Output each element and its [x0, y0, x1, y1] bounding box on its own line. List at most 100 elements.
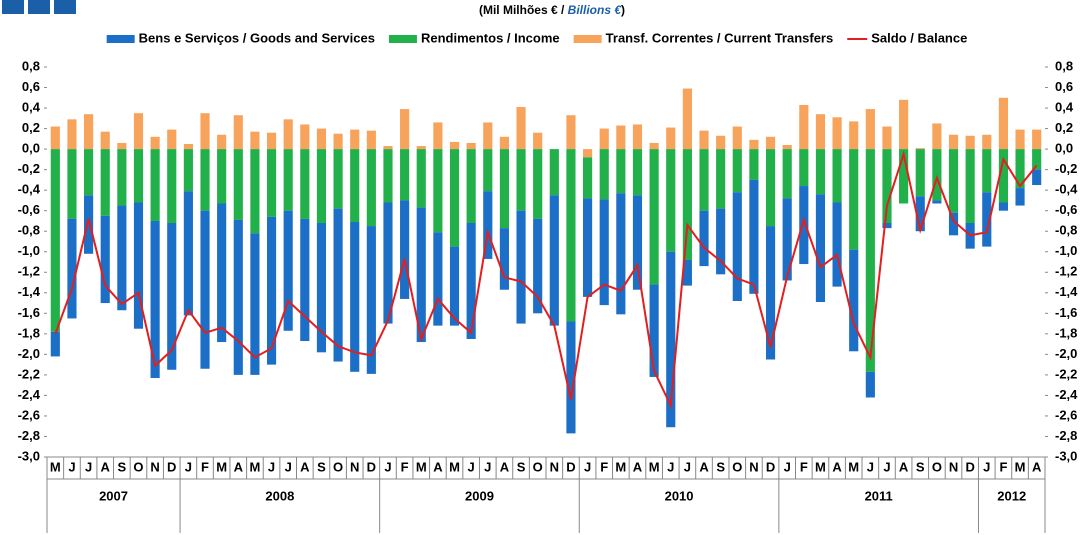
y-tick-label: -2,4: [18, 387, 41, 402]
bar-segment: [832, 149, 842, 203]
bar-segment: [649, 142, 659, 150]
bar-segment: [283, 210, 293, 331]
bar-segment: [167, 149, 177, 223]
bar-segment: [333, 208, 343, 362]
bar-segment: [1032, 149, 1042, 170]
bar-segment: [483, 191, 493, 259]
y2-tick-label: 0,6: [1055, 79, 1073, 94]
x-tick-label: F: [401, 459, 409, 474]
x-tick-label: J: [667, 459, 674, 474]
y2-tick-label: -1,8: [1055, 325, 1077, 340]
year-label: 2012: [997, 488, 1026, 503]
x-tick-label: J: [384, 459, 391, 474]
y-tick-label: -2,0: [18, 346, 40, 361]
legend-swatch: [106, 35, 135, 43]
bar-segment: [765, 149, 776, 227]
bar-segment: [865, 109, 875, 150]
logo-block: [28, 0, 50, 14]
y-tick-label: -2,6: [18, 407, 40, 422]
bar-segment: [948, 212, 959, 236]
bar-segment: [433, 122, 443, 150]
bar-segment: [666, 149, 676, 252]
x-tick-label: J: [268, 459, 275, 474]
bar-segment: [1015, 149, 1025, 189]
bar-segment: [400, 149, 410, 201]
x-tick-label: D: [367, 459, 376, 474]
bar-segment: [882, 126, 892, 150]
bar-segment: [366, 130, 376, 150]
bar-segment: [533, 218, 543, 314]
bar-segment: [183, 191, 193, 316]
bar-segment: [150, 136, 160, 150]
x-tick-label: S: [118, 459, 127, 474]
bar-segment: [549, 149, 559, 196]
x-tick-label: A: [101, 459, 111, 474]
y2-tick-label: -3,0: [1055, 448, 1077, 463]
x-tick-label: A: [699, 459, 709, 474]
bar-segment: [350, 149, 360, 222]
bar-segment: [948, 149, 959, 213]
bar-segment: [200, 210, 210, 369]
bar-segment: [616, 149, 626, 194]
x-tick-label: M: [649, 459, 660, 474]
x-tick-label: J: [85, 459, 92, 474]
y2-tick-label: -2,2: [1055, 366, 1077, 381]
bar-segment: [899, 149, 909, 204]
bar-segment: [865, 371, 875, 398]
x-tick-label: A: [1032, 459, 1042, 474]
bar-segment: [749, 139, 759, 150]
x-tick-label: M: [848, 459, 859, 474]
bar-segment: [666, 127, 676, 150]
x-tick-label: N: [749, 459, 758, 474]
bar-segment: [266, 216, 277, 365]
bar-segment: [998, 97, 1008, 150]
bar-segment: [533, 132, 543, 150]
x-tick-label: S: [916, 459, 925, 474]
bar-segment: [333, 133, 343, 150]
bar-segment: [316, 223, 327, 353]
y2-tick-label: -2,6: [1055, 407, 1077, 422]
x-tick-label: D: [766, 459, 775, 474]
x-tick-label: F: [999, 459, 1007, 474]
bar-segment: [965, 135, 975, 150]
bar-segment: [765, 136, 776, 150]
bar-segment: [150, 220, 160, 378]
legend-swatch: [388, 35, 417, 43]
bar-segment: [233, 149, 243, 220]
bar-segment: [400, 200, 410, 299]
x-tick-label: J: [468, 459, 475, 474]
title-part: Billions €: [568, 3, 623, 17]
bar-segment: [167, 129, 177, 150]
bar-segment: [632, 124, 643, 150]
bar-segment: [117, 149, 127, 206]
x-tick-label: M: [449, 459, 460, 474]
bar-segment: [449, 246, 460, 326]
bar-segment: [749, 149, 759, 180]
bar-segment: [316, 149, 327, 223]
year-label: 2007: [99, 488, 128, 503]
x-tick-label: S: [317, 459, 326, 474]
bar-segment: [84, 195, 94, 254]
x-tick-label: M: [249, 459, 260, 474]
bar-segment: [932, 200, 942, 204]
x-tick-label: M: [416, 459, 427, 474]
x-tick-label: J: [784, 459, 791, 474]
y-tick-label: 0,4: [22, 99, 41, 114]
x-tick-label: D: [167, 459, 176, 474]
bar-segment: [483, 122, 493, 150]
bar-segment: [599, 199, 609, 306]
bar-segment: [50, 149, 60, 332]
bar-segment: [749, 179, 759, 294]
bar-segment: [150, 149, 160, 221]
bar-segment: [266, 132, 277, 150]
bar-segment: [965, 149, 975, 223]
bar-segment: [566, 115, 576, 150]
logo-block: [54, 0, 76, 14]
x-tick-label: D: [965, 459, 974, 474]
bar-segment: [549, 195, 559, 326]
bar-segment: [849, 121, 859, 150]
title-part: ): [621, 3, 625, 17]
bar-segment: [117, 205, 127, 311]
bar-segment: [217, 203, 227, 343]
bar-segment: [882, 149, 892, 223]
